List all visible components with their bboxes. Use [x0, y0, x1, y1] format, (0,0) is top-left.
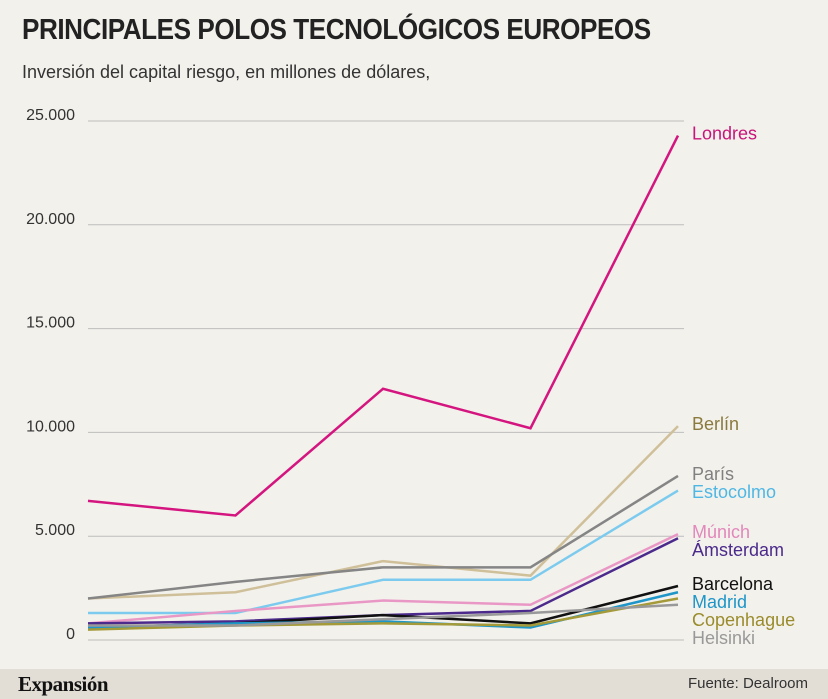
y-axis-ticks: 0 5.000 10.000 15.000 20.000 25.000 — [26, 107, 75, 643]
chart-title: PRINCIPALES POLOS TECNOLÓGICOS EUROPEOS — [22, 14, 651, 46]
gridlines — [88, 120, 684, 641]
series-label: Madrid — [692, 592, 747, 612]
series-label: Barcelona — [692, 574, 774, 594]
y-tick-label: 10.000 — [26, 418, 75, 435]
series-line-helsinki — [88, 603, 679, 627]
series-label: Copenhague — [692, 610, 795, 630]
y-tick-label: 5.000 — [35, 522, 75, 539]
series-label: Ámsterdam — [692, 540, 784, 560]
source-note: Fuente: Dealroom — [687, 675, 808, 692]
series-line-parís — [87, 474, 679, 600]
series-label: Estocolmo — [692, 482, 776, 502]
y-tick-label: 15.000 — [26, 315, 75, 332]
y-tick-label: 20.000 — [26, 211, 75, 228]
series-label: Múnich — [692, 522, 750, 542]
chart-subtitle: Inversión del capital riesgo, en millone… — [22, 62, 431, 82]
series-line-berlín — [87, 425, 679, 600]
series-line-copenhague — [87, 597, 679, 631]
series-label: Helsinki — [692, 628, 755, 648]
series-lines — [87, 134, 680, 631]
series-label: Berlín — [692, 414, 739, 434]
line-chart: 0 5.000 10.000 15.000 20.000 25.000 Londres Be… — [26, 107, 795, 648]
series-line-múnich — [87, 532, 679, 625]
y-tick-label: 0 — [66, 626, 75, 643]
series-line-londres — [87, 134, 680, 517]
brand-logo: Expansión — [18, 672, 109, 696]
y-tick-label: 25.000 — [26, 107, 75, 124]
series-label: Londres — [692, 124, 757, 144]
series-line-estocolmo — [88, 489, 679, 615]
series-label: París — [692, 464, 734, 484]
footer: Expansión Fuente: Dealroom — [0, 669, 828, 699]
